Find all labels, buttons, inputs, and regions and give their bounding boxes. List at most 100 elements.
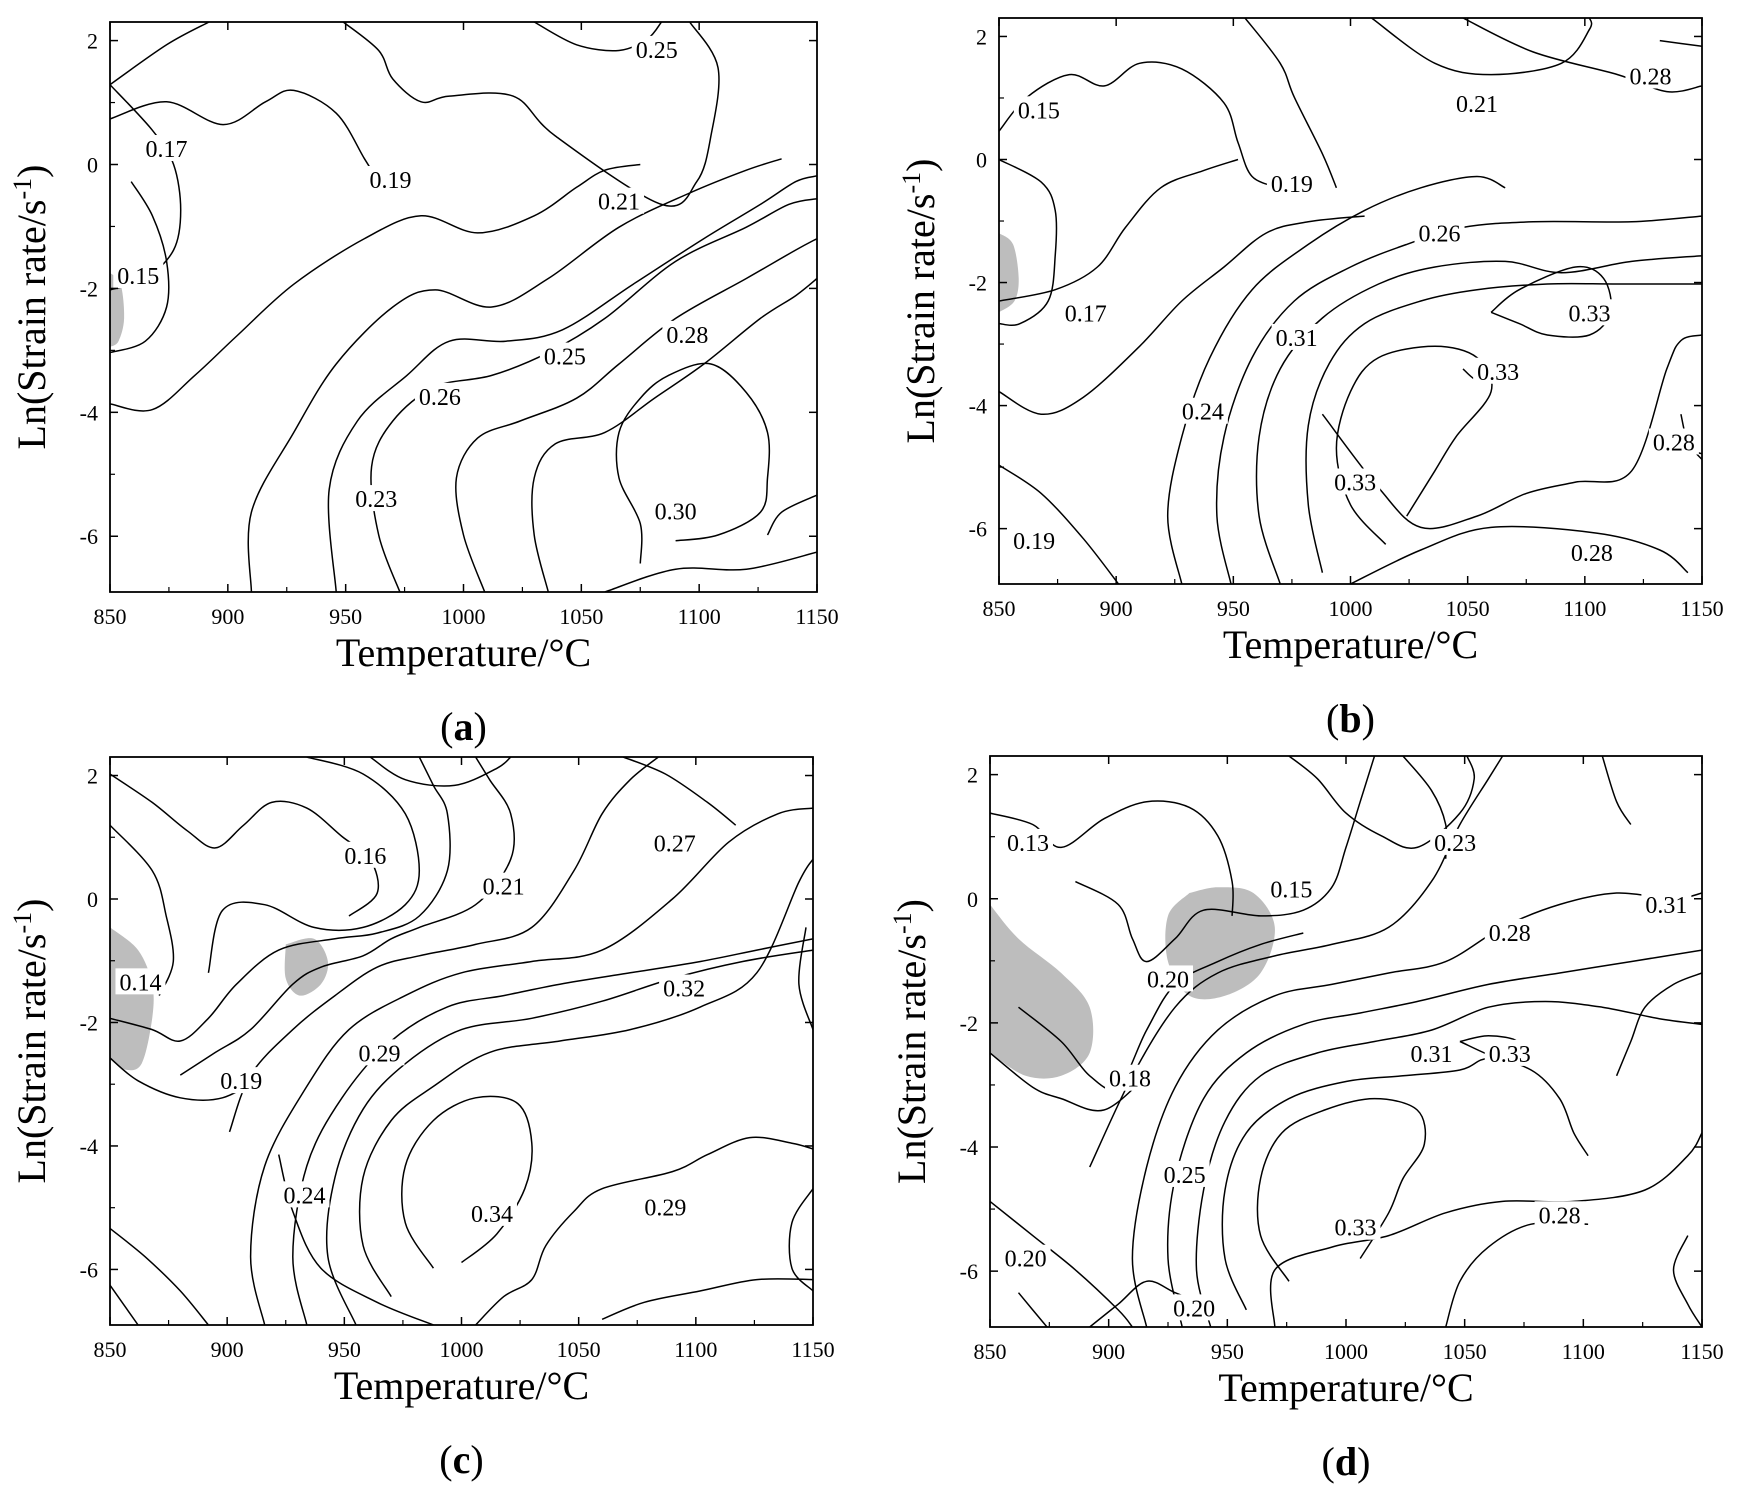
contour-label: 0.15 bbox=[117, 264, 159, 290]
contour-label: 0.28 bbox=[1629, 64, 1671, 90]
contour-label-bg bbox=[650, 497, 701, 524]
x-tick-label: 950 bbox=[328, 1337, 361, 1362]
contour-line bbox=[179, 757, 515, 1076]
contour-label: 0.33 bbox=[1569, 301, 1611, 327]
x-tick-label: 950 bbox=[329, 604, 362, 629]
contour-line bbox=[110, 824, 175, 996]
contour-label-bg bbox=[1009, 526, 1060, 553]
contour-line bbox=[1255, 254, 1702, 584]
contour-label: 0.19 bbox=[1271, 172, 1313, 198]
contour-label-bg bbox=[1430, 828, 1481, 855]
contour-line bbox=[1321, 334, 1702, 530]
contour-label: 0.13 bbox=[1007, 831, 1049, 857]
contour-label-bg bbox=[351, 485, 402, 512]
contour-label-bg bbox=[1484, 918, 1535, 945]
y-tick-label: -2 bbox=[969, 271, 987, 296]
contour-label: 0.28 bbox=[1539, 1203, 1581, 1229]
y-tick-label: -4 bbox=[80, 400, 98, 425]
contour-label-bg bbox=[1648, 428, 1699, 455]
contour-label-bg bbox=[1641, 890, 1692, 917]
contour-line bbox=[247, 158, 782, 592]
contour-label-bg bbox=[1177, 397, 1228, 424]
contour-label: 0.23 bbox=[1434, 831, 1476, 857]
x-tick-label: 1150 bbox=[1680, 1339, 1723, 1364]
contour-label: 0.20 bbox=[1147, 967, 1189, 993]
contour-label-bg bbox=[1452, 90, 1503, 117]
contour-label: 0.32 bbox=[663, 977, 705, 1003]
contour-line bbox=[1256, 1097, 1427, 1282]
y-tick-label: -2 bbox=[80, 276, 98, 301]
contour-line bbox=[1672, 1235, 1702, 1327]
contour-line bbox=[110, 1284, 139, 1325]
contour-label: 0.14 bbox=[119, 970, 161, 996]
contour-line bbox=[369, 757, 512, 787]
contour-label: 0.28 bbox=[1571, 541, 1613, 567]
contour-line bbox=[110, 181, 170, 354]
contour-label-bg bbox=[216, 1067, 267, 1094]
contour-line bbox=[1615, 972, 1702, 1077]
contour-line bbox=[1444, 1221, 1589, 1327]
contour-label-bg bbox=[1484, 1039, 1535, 1066]
y-tick-label: -4 bbox=[969, 394, 987, 419]
contour-line bbox=[1017, 1292, 1048, 1327]
plot-area bbox=[999, 18, 1702, 584]
contour-label-bg bbox=[1169, 1294, 1220, 1321]
contour-label-bg bbox=[1266, 170, 1317, 197]
contour-label-bg bbox=[1534, 1201, 1585, 1228]
y-axis-title: Ln(Strain rate/s-1) bbox=[888, 899, 934, 1184]
contour-label: 0.29 bbox=[358, 1041, 400, 1067]
contour-label-bg bbox=[279, 1181, 330, 1208]
contour-line bbox=[455, 237, 817, 592]
contour-line bbox=[1195, 1000, 1702, 1327]
contour-label: 0.33 bbox=[1489, 1042, 1531, 1068]
plot-frame bbox=[109, 21, 818, 593]
contour-label-bg bbox=[414, 382, 465, 409]
contour-label: 0.17 bbox=[1065, 301, 1107, 327]
y-tick-label: -6 bbox=[80, 1257, 98, 1282]
contour-label-bg bbox=[1060, 299, 1111, 326]
contour-label-bg bbox=[1013, 96, 1064, 123]
panel-label: (d) bbox=[1322, 1439, 1371, 1484]
contour-line bbox=[249, 807, 813, 1325]
x-tick-label: 950 bbox=[1217, 596, 1250, 621]
contour-label: 0.20 bbox=[1005, 1247, 1047, 1273]
contour-label: 0.33 bbox=[1334, 470, 1376, 496]
x-tick-label: 1100 bbox=[1563, 596, 1606, 621]
contour-label: 0.21 bbox=[483, 875, 525, 901]
contour-label: 0.26 bbox=[419, 385, 461, 411]
contour-label: 0.21 bbox=[598, 190, 640, 216]
contour-line bbox=[1089, 756, 1504, 1168]
y-tick-label: -2 bbox=[960, 1011, 978, 1036]
y-tick-label: 0 bbox=[87, 153, 98, 178]
contour-line bbox=[1288, 756, 1476, 849]
x-axis-title: Temperature/°C bbox=[1223, 622, 1478, 667]
y-tick-label: -6 bbox=[969, 517, 987, 542]
contour-label: 0.18 bbox=[1109, 1067, 1151, 1093]
contour-label: 0.27 bbox=[654, 831, 696, 857]
contour-label: 0.31 bbox=[1410, 1042, 1452, 1068]
contour-line bbox=[1244, 18, 1338, 189]
contour-line bbox=[999, 464, 1120, 584]
contour-label: 0.30 bbox=[655, 499, 697, 525]
contour-line bbox=[788, 1188, 813, 1292]
x-tick-label: 1100 bbox=[1562, 1339, 1605, 1364]
panel-label: (b) bbox=[1326, 696, 1375, 741]
contour-label: 0.15 bbox=[1018, 98, 1060, 124]
contour-label: 0.25 bbox=[1164, 1163, 1206, 1189]
contour-label: 0.19 bbox=[369, 168, 411, 194]
y-tick-label: -2 bbox=[80, 1010, 98, 1035]
contour-line bbox=[228, 757, 659, 1133]
contour-line bbox=[1462, 18, 1702, 93]
contour-line bbox=[1215, 215, 1702, 584]
contour-line bbox=[1221, 1057, 1589, 1311]
contour-label-bg bbox=[1566, 539, 1617, 566]
contour-line bbox=[999, 215, 1365, 415]
contour-line bbox=[292, 938, 813, 1325]
contour-label: 0.25 bbox=[544, 345, 586, 371]
x-tick-label: 1000 bbox=[1329, 596, 1373, 621]
contour-label: 0.21 bbox=[1456, 92, 1498, 118]
x-tick-label: 1050 bbox=[1446, 596, 1490, 621]
contour-label: 0.34 bbox=[471, 1202, 513, 1228]
contour-line bbox=[990, 1200, 1133, 1327]
x-tick-label: 900 bbox=[1092, 1339, 1125, 1364]
